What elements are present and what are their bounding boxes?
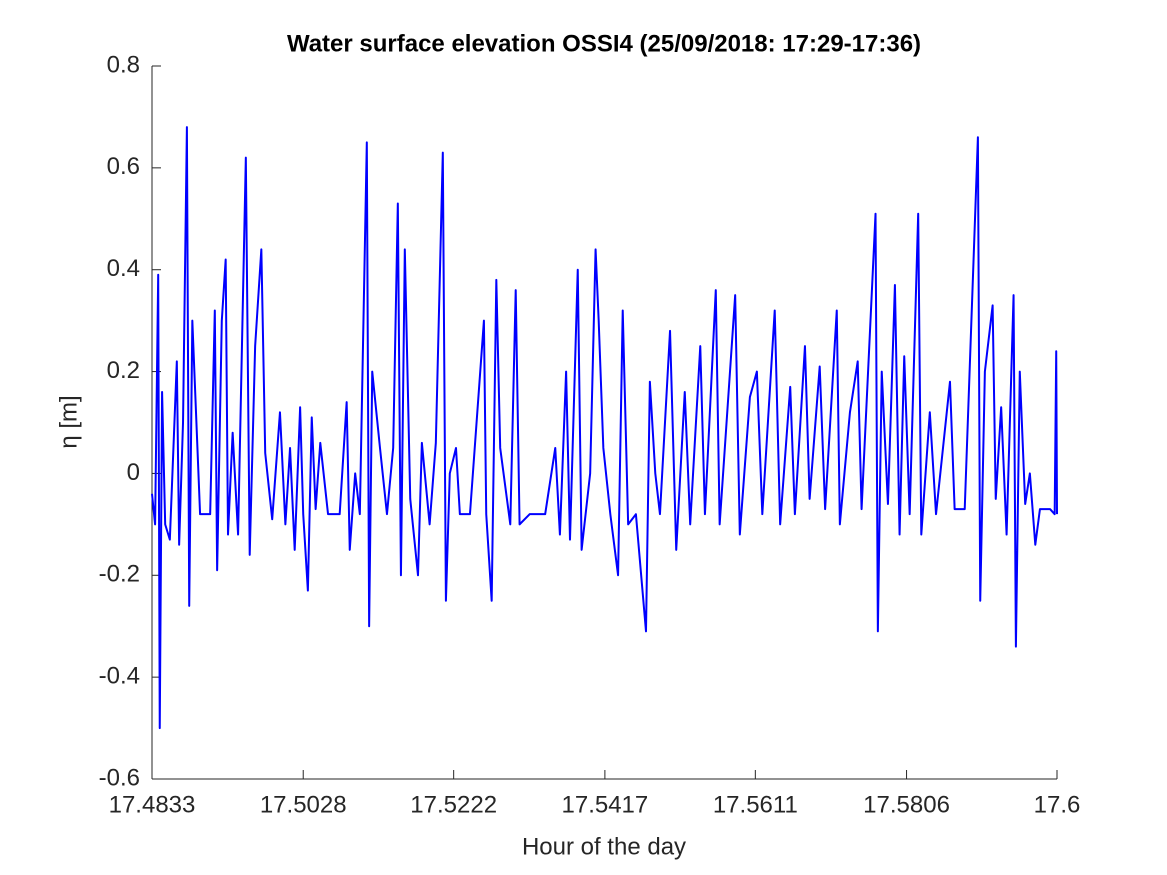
data-line [151,126,1058,730]
y-tick-label: 0.4 [107,255,140,282]
y-tick-label: -0.4 [99,662,140,689]
x-axis-label: Hour of the day [522,833,686,860]
x-tick-label: 17.5611 [713,791,798,818]
y-tick-label: -0.2 [99,561,140,588]
x-tick-label: 17.5417 [562,791,649,818]
y-axis-label: η [m] [55,395,82,448]
x-tick-label: 17.5222 [410,791,497,818]
y-tick-label: -0.6 [99,764,140,791]
x-tick-label: 17.5806 [863,791,950,818]
y-tick-label: 0 [127,459,140,486]
x-tick-label: 17.4833 [109,791,196,818]
x-tick-label: 17.5028 [260,791,347,818]
x-tick-label: 17.6 [1034,791,1081,818]
chart-title: Water surface elevation OSSI4 (25/09/201… [287,30,921,57]
y-tick-label: 0.8 [107,51,140,78]
y-tick-label: 0.6 [107,153,140,180]
y-tick-label: 0.2 [107,357,140,384]
